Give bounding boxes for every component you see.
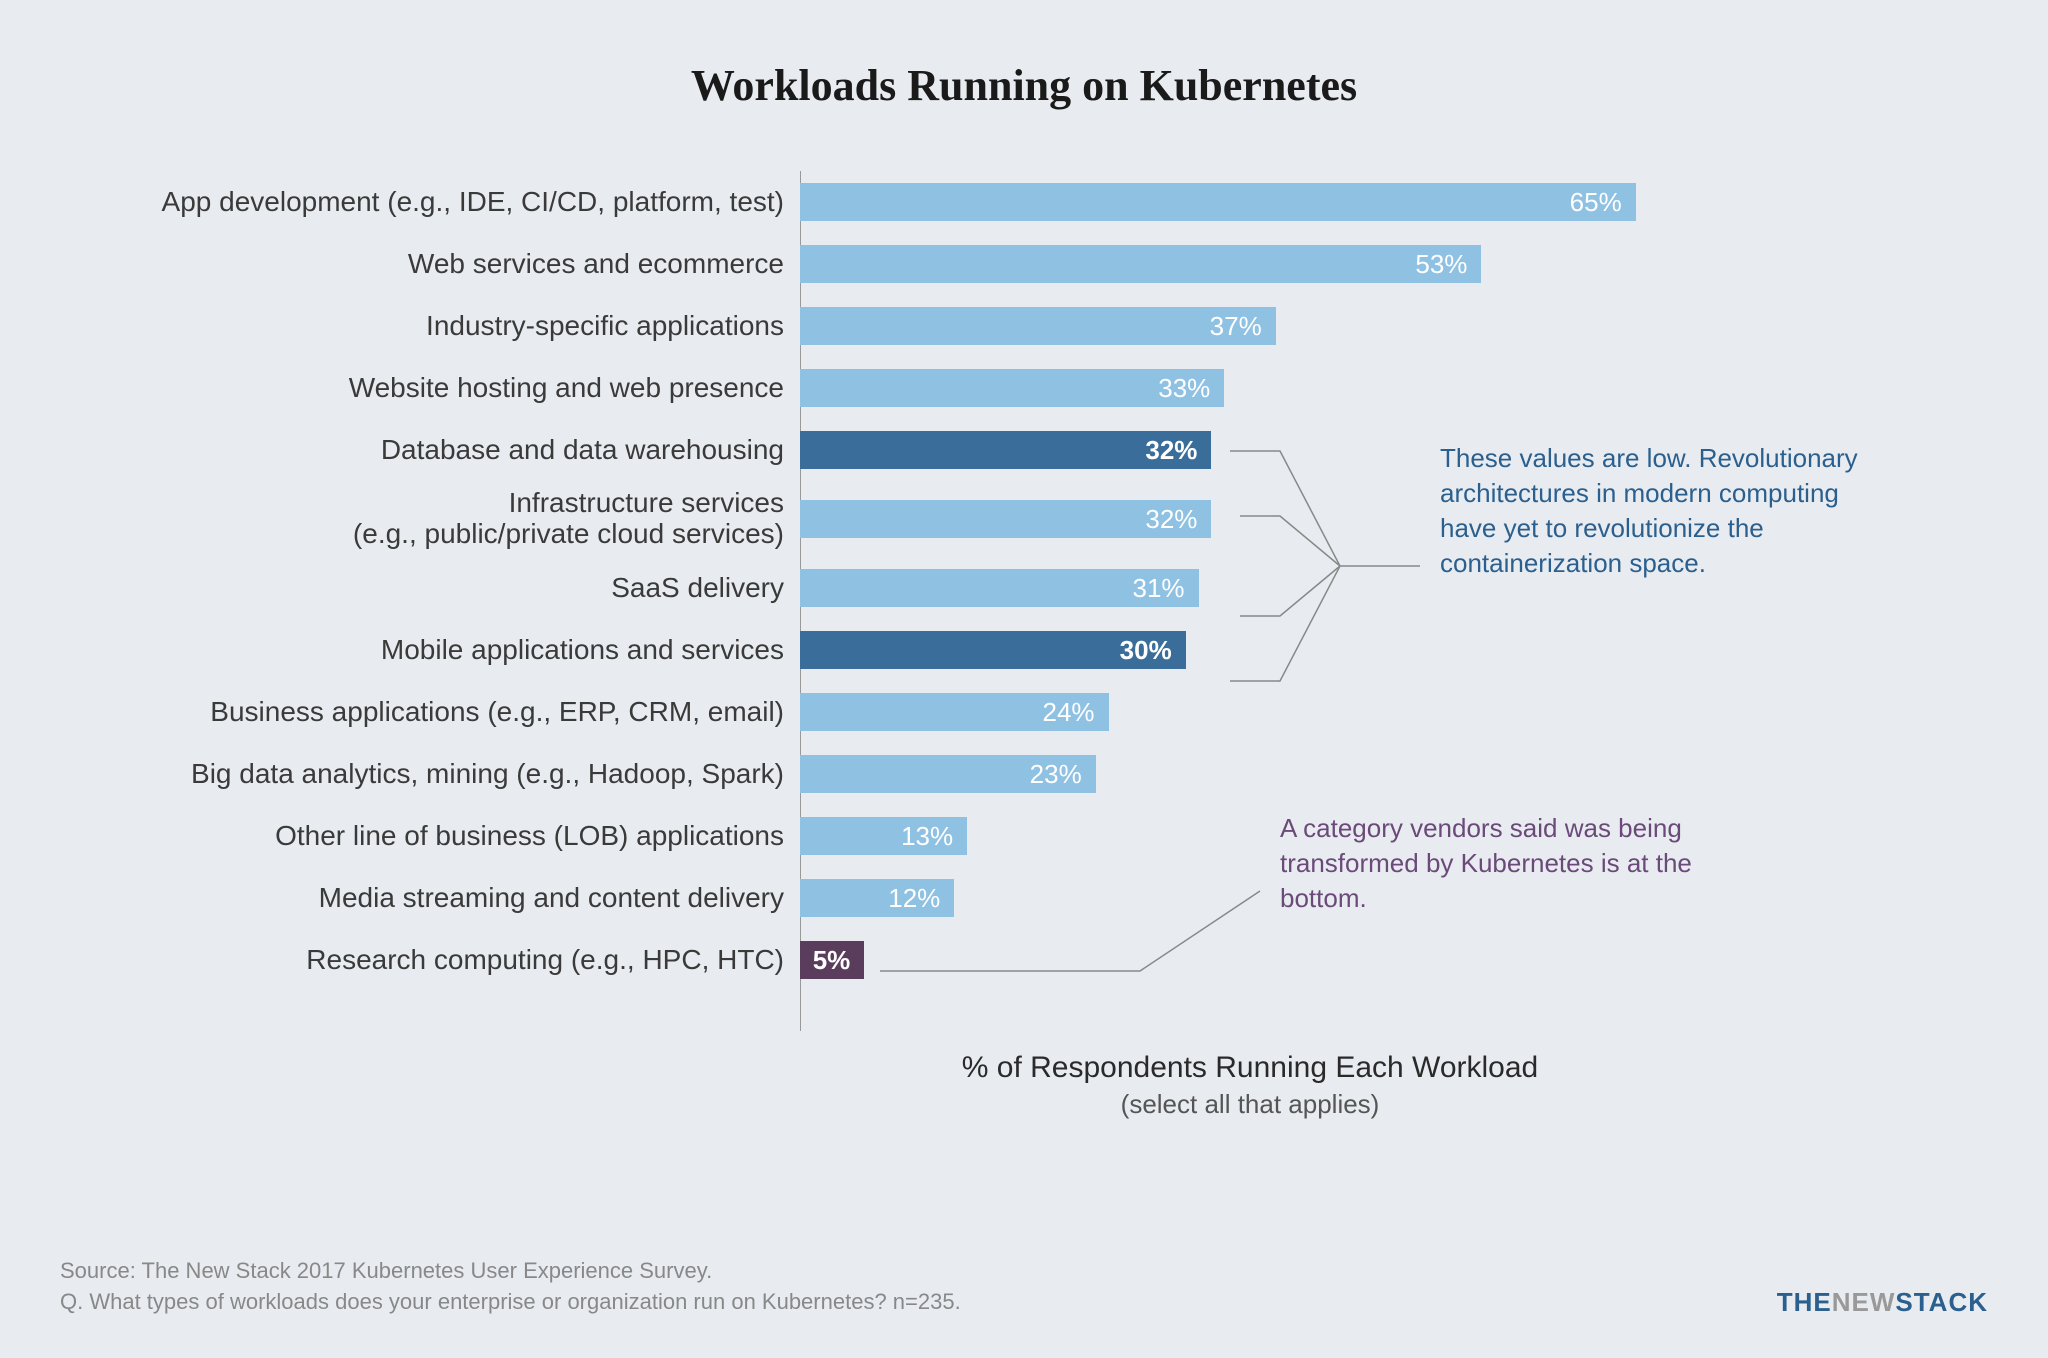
- bar: 33%: [800, 369, 1224, 407]
- bar: 37%: [800, 307, 1276, 345]
- bar: 23%: [800, 755, 1096, 793]
- bar-row: Research computing (e.g., HPC, HTC)5%: [60, 929, 1988, 991]
- bar: 32%: [800, 431, 1211, 469]
- bar-label: Industry-specific applications: [60, 311, 800, 342]
- bar-row: Big data analytics, mining (e.g., Hadoop…: [60, 743, 1988, 805]
- logo-part-3: STACK: [1895, 1287, 1988, 1317]
- bar-label: Other line of business (LOB) application…: [60, 821, 800, 852]
- bar: 12%: [800, 879, 954, 917]
- bar-track: 24%: [800, 693, 1700, 731]
- bar-label: Website hosting and web presence: [60, 373, 800, 404]
- chart-title: Workloads Running on Kubernetes: [60, 60, 1988, 111]
- bar-label: Infrastructure services(e.g., public/pri…: [60, 488, 800, 550]
- bar-track: 5%: [800, 941, 1700, 979]
- x-axis-label: % of Respondents Running Each Workload: [800, 1051, 1700, 1085]
- bar-label: Media streaming and content delivery: [60, 883, 800, 914]
- bar: 31%: [800, 569, 1199, 607]
- logo-part-1: THE: [1777, 1287, 1832, 1317]
- bar-row: Web services and ecommerce53%: [60, 233, 1988, 295]
- bar-track: 30%: [800, 631, 1700, 669]
- bar-row: Business applications (e.g., ERP, CRM, e…: [60, 681, 1988, 743]
- bar-row: Industry-specific applications37%: [60, 295, 1988, 357]
- bar: 13%: [800, 817, 967, 855]
- bar-row: Mobile applications and services30%: [60, 619, 1988, 681]
- bar-label: Research computing (e.g., HPC, HTC): [60, 945, 800, 976]
- bar-label: Mobile applications and services: [60, 635, 800, 666]
- source-line-1: Source: The New Stack 2017 Kubernetes Us…: [60, 1256, 1988, 1287]
- bar-track: 65%: [800, 183, 1700, 221]
- bar: 65%: [800, 183, 1636, 221]
- logo: THENEWSTACK: [1777, 1287, 1988, 1318]
- source-line-2: Q. What types of workloads does your ent…: [60, 1287, 1988, 1318]
- bar-row: App development (e.g., IDE, CI/CD, platf…: [60, 171, 1988, 233]
- bar-track: 37%: [800, 307, 1700, 345]
- footer: Source: The New Stack 2017 Kubernetes Us…: [60, 1256, 1988, 1318]
- bar-track: 23%: [800, 755, 1700, 793]
- annotation-purple: A category vendors said was being transf…: [1280, 811, 1700, 916]
- bar-label: Database and data warehousing: [60, 435, 800, 466]
- source-text: Source: The New Stack 2017 Kubernetes Us…: [60, 1256, 1988, 1318]
- bar-track: 53%: [800, 245, 1700, 283]
- chart-area: App development (e.g., IDE, CI/CD, platf…: [60, 171, 1988, 1091]
- bar: 24%: [800, 693, 1109, 731]
- logo-part-2: NEW: [1832, 1287, 1896, 1317]
- bar: 5%: [800, 941, 864, 979]
- bar-label: Web services and ecommerce: [60, 249, 800, 280]
- bar-label: App development (e.g., IDE, CI/CD, platf…: [60, 187, 800, 218]
- x-axis-sublabel: (select all that applies): [800, 1089, 1700, 1120]
- bar: 53%: [800, 245, 1481, 283]
- bar: 30%: [800, 631, 1186, 669]
- bar-track: 33%: [800, 369, 1700, 407]
- bar-label: Business applications (e.g., ERP, CRM, e…: [60, 697, 800, 728]
- bar-label: SaaS delivery: [60, 573, 800, 604]
- annotation-blue: These values are low. Revolutionary arch…: [1440, 441, 1860, 581]
- bar-row: Website hosting and web presence33%: [60, 357, 1988, 419]
- bar: 32%: [800, 500, 1211, 538]
- bar-label: Big data analytics, mining (e.g., Hadoop…: [60, 759, 800, 790]
